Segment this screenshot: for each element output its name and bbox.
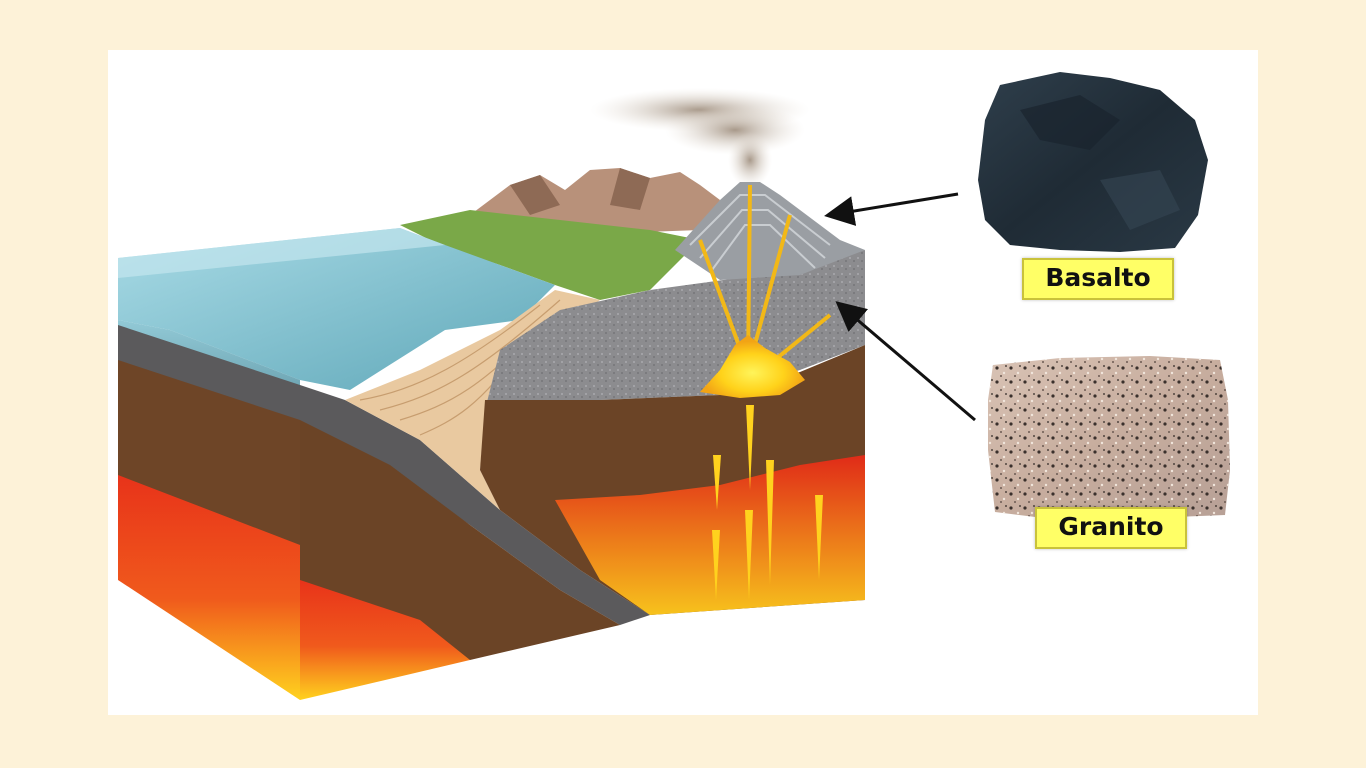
- magma-right: [555, 455, 865, 615]
- mantle-middle: [300, 420, 620, 660]
- rising-magma-plumes: [712, 405, 823, 600]
- volcano-cone: [675, 182, 865, 280]
- coastal-land: [400, 210, 700, 300]
- oceanic-crust: [118, 325, 650, 625]
- granite-sample: [988, 356, 1230, 520]
- magma-front-left: [118, 475, 300, 700]
- granite-label: Granito: [1035, 507, 1187, 549]
- magma-front-middle: [300, 580, 470, 700]
- ocean-surface: [118, 228, 555, 390]
- basalt-arrow: [824, 192, 959, 226]
- volcanic-smoke: [590, 88, 810, 188]
- magma-chamber: [700, 335, 805, 398]
- basalt-sample: [978, 72, 1208, 252]
- basalt-label: Basalto: [1022, 258, 1174, 300]
- granite-arrow: [835, 301, 976, 422]
